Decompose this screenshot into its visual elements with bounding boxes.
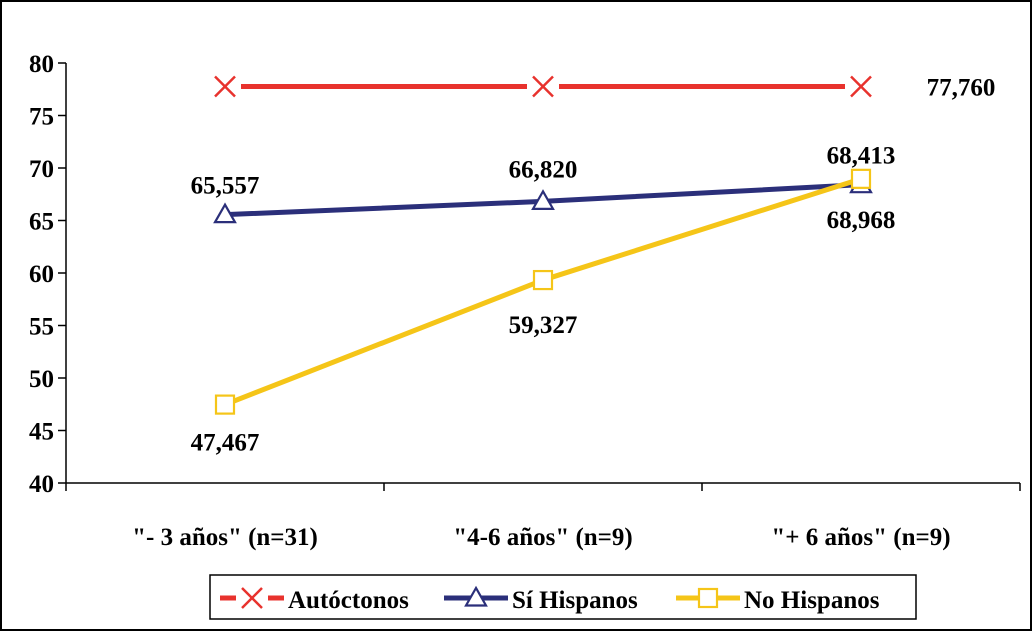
series-0-point [532,75,554,98]
legend-label: Sí Hispanos [512,587,638,614]
data-label: 77,760 [927,75,996,102]
y-tick-label: 75 [29,104,54,131]
axes: 40 45 50 55 60 65 70 75 80 "- 3 años" (n=31) "4-6 … [29,51,1021,551]
x-tick-label: "4-6 años" (n=9) [453,524,633,551]
series-layer [213,75,873,415]
legend-label: Autóctonos [288,587,409,614]
legend-box [209,574,917,620]
x-tick-label: "- 3 años" (n=31) [132,524,318,551]
legend-item-2: No Hispanos [676,587,880,614]
legend-marker-2 [697,587,719,609]
y-tick-label: 55 [29,314,54,341]
legend-label: No Hispanos [744,587,880,614]
legend-item-1: Sí Hispanos [444,585,638,614]
series-1-point [213,202,237,224]
legend-item-0: Autóctonos [220,587,409,614]
y-tick-label: 65 [29,209,54,236]
data-label: 66,820 [509,156,578,183]
y-tick-label: 70 [29,156,54,183]
y-tick-label: 50 [29,366,54,393]
series-1-point [531,189,555,210]
y-tick-label: 80 [29,51,54,78]
y-tick-label: 45 [29,419,54,446]
series-2-point [532,269,554,291]
data-label: 68,968 [827,207,896,234]
series-0-point [850,75,872,98]
legend-marker-1 [464,585,488,607]
x-tick-label: "+ 6 años" (n=9) [771,524,950,551]
legend-marker-0 [241,587,263,609]
legend: Autóctonos Sí Hispanos No Hispanos [209,574,917,620]
data-label: 59,327 [509,312,578,339]
data-label: 47,467 [191,430,260,457]
series-2-point [214,394,236,415]
series-2-point [850,168,872,189]
data-label: 68,413 [827,143,896,170]
y-tick-label: 60 [29,261,54,288]
data-labels: 77,760 65,557 66,820 68,413 47,467 59,327 68,9… [191,75,996,457]
data-label: 65,557 [191,173,260,200]
series-0-point [214,75,236,98]
y-tick-label: 40 [29,471,54,498]
